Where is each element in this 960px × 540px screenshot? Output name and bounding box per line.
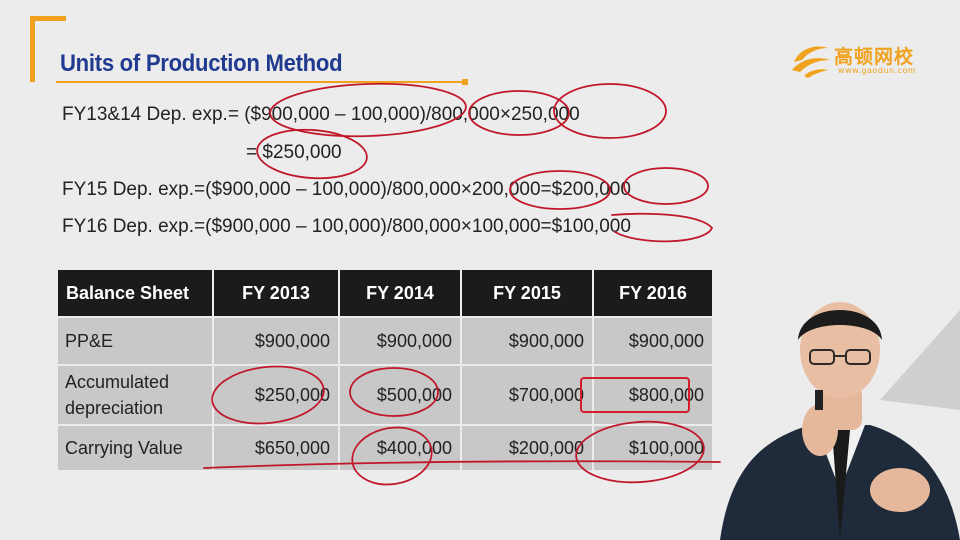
logo-text-cn: 高顿网校 (834, 46, 915, 68)
equation-fy13-14: FY13&14 Dep. exp.= ($900,000 – 100,000)/… (62, 104, 580, 125)
fy2016-accdep-highlight-box (580, 377, 690, 413)
equation-fy16: FY16 Dep. exp.=($900,000 – 100,000)/800,… (62, 216, 631, 237)
header-fy2016: FY 2016 (594, 270, 712, 316)
cell-cv-fy2013: $650,000 (214, 426, 338, 470)
cell-ppe-fy2013: $900,000 (214, 318, 338, 364)
cell-ppe-fy2015: $900,000 (462, 318, 592, 364)
slide-title: Units of Production Method (60, 50, 343, 77)
table-row-ppe: PP&E $900,000 $900,000 $900,000 $900,000 (58, 318, 712, 364)
logo-mark-icon (792, 46, 830, 78)
cell-accdep-fy2016: $800,000 (594, 366, 712, 424)
cell-cv-fy2016: $100,000 (594, 426, 712, 470)
equation-fy15: FY15 Dep. exp.=($900,000 – 100,000)/800,… (62, 179, 631, 200)
cell-accdep-fy2014: $500,000 (340, 366, 460, 424)
header-balance-sheet: Balance Sheet (58, 270, 212, 316)
title-underline-dot (462, 79, 468, 85)
table-header-row: Balance Sheet FY 2013 FY 2014 FY 2015 FY… (58, 270, 712, 316)
logo-url: www.gaodun.com (838, 66, 917, 75)
gaodun-logo: 高顿网校 www.gaodun.com (790, 38, 930, 84)
row-label-ppe: PP&E (58, 318, 212, 364)
cell-ppe-fy2016: $900,000 (594, 318, 712, 364)
cell-cv-fy2015: $200,000 (462, 426, 592, 470)
title-bracket-decoration (30, 16, 66, 82)
table-row-carrying-value: Carrying Value $650,000 $400,000 $200,00… (58, 426, 712, 470)
ink-circle-fy15-result (623, 167, 709, 205)
equation-fy13-14-result: = $250,000 (246, 142, 342, 163)
cell-ppe-fy2014: $900,000 (340, 318, 460, 364)
cell-accdep-fy2015: $700,000 (462, 366, 592, 424)
balance-sheet-table: Balance Sheet FY 2013 FY 2014 FY 2015 FY… (56, 268, 714, 472)
cell-accdep-fy2013: $250,000 (214, 366, 338, 424)
presenter-image (720, 302, 960, 540)
header-fy2015: FY 2015 (462, 270, 592, 316)
row-label-accumulated-depreciation: Accumulated depreciation (58, 366, 212, 424)
cell-cv-fy2014: $400,000 (340, 426, 460, 470)
title-underline (56, 81, 466, 83)
header-fy2013: FY 2013 (214, 270, 338, 316)
row-label-carrying-value: Carrying Value (58, 426, 212, 470)
header-fy2014: FY 2014 (340, 270, 460, 316)
